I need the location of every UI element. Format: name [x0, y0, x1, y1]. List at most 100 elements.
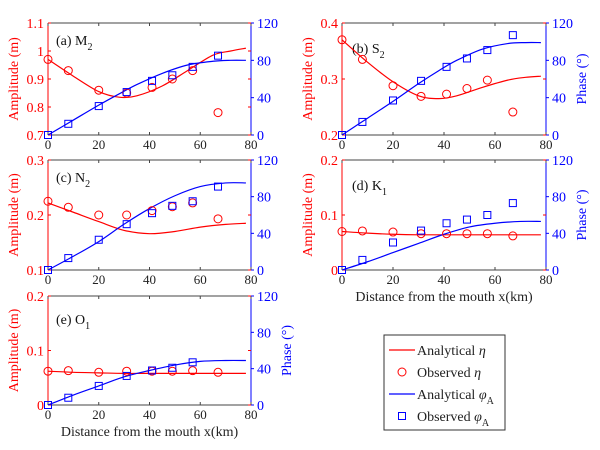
observed-amplitude-point [188, 366, 198, 376]
observed-amplitude-point [43, 196, 53, 206]
observed-phase-point [188, 358, 197, 367]
y2-tick-label: 120 [552, 17, 573, 32]
legend-label-text: Analytical [417, 344, 479, 359]
legend-circle-swatch [397, 367, 407, 377]
analytical-phase-line [47, 182, 246, 271]
observed-amplitude-point [122, 366, 132, 376]
legend-symbol: φ [479, 388, 487, 403]
observed-amplitude-point [94, 85, 104, 95]
observed-phase-point [64, 119, 73, 128]
y2-tick-label: 0 [257, 264, 264, 279]
observed-amplitude-point [462, 229, 472, 239]
x-tick-label: 0 [45, 272, 52, 287]
y2-tick-label: 40 [552, 92, 566, 107]
y-axis-label: Amplitude (m) [7, 37, 22, 121]
x-tick-label: 40 [143, 137, 156, 152]
y-tick-label: 1.1 [27, 17, 45, 32]
analytical-amplitude-line [47, 47, 247, 99]
legend-label-text: Analytical [417, 388, 479, 403]
observed-amplitude-point [357, 54, 367, 64]
legend-symbol-subscript: A [482, 418, 490, 429]
y-tick-label: 0.2 [321, 154, 339, 169]
x-tick-label: 80 [245, 407, 258, 422]
y2-tick-label: 120 [257, 290, 278, 305]
observed-phase-point [483, 46, 492, 55]
observed-phase-point [148, 366, 157, 375]
y2-tick-label: 120 [257, 154, 278, 169]
y-tick-label: 0.2 [321, 129, 339, 144]
x-tick-label: 80 [540, 137, 553, 152]
observed-phase-point [338, 131, 346, 139]
y-tick-label: 0 [37, 399, 44, 414]
panel-title: (e) O1 [56, 313, 90, 332]
observed-amplitude-point [462, 84, 472, 94]
x-tick-label: 0 [339, 272, 346, 287]
x-tick-label: 20 [92, 272, 105, 287]
y-tick-label: 0.3 [27, 154, 45, 169]
observed-phase-point [122, 220, 131, 229]
x-tick-label: 40 [438, 137, 451, 152]
observed-phase-point [508, 199, 517, 208]
analytical-phase-line [47, 359, 246, 406]
panel-title-subscript: 2 [88, 42, 93, 53]
observed-phase-point [168, 363, 177, 372]
y2-tick-label: 80 [257, 191, 271, 206]
observed-amplitude-point [94, 367, 104, 377]
observed-amplitude-point [337, 35, 347, 45]
y2-tick-label: 80 [257, 54, 271, 69]
observed-phase-point [214, 182, 223, 191]
panel-b: 0 20 40 60 80 0.2 0.3 0.4 0 40 80 120 Amplitude (m) P… [301, 17, 590, 152]
observed-amplitude-point [482, 75, 492, 85]
panel-title: (c) N2 [56, 171, 90, 190]
y2-tick-label: 0 [257, 129, 264, 144]
panel-title: (b) S2 [352, 42, 385, 61]
observed-amplitude-point [147, 82, 157, 92]
x-tick-label: 60 [489, 137, 502, 152]
observed-phase-point [389, 238, 397, 247]
observed-phase-point [168, 201, 177, 210]
observed-amplitude-point [442, 89, 452, 99]
observed-phase-point [122, 371, 131, 380]
observed-phase-point [442, 219, 451, 228]
panel-title-subscript: 2 [380, 50, 385, 61]
y-tick-label: 0.1 [321, 209, 339, 224]
x-tick-label: 40 [438, 272, 451, 287]
x-tick-label: 80 [540, 272, 553, 287]
observed-amplitude-point [43, 54, 53, 64]
observed-phase-point [417, 76, 426, 85]
panel-title-subscript: 1 [382, 187, 387, 198]
observed-amplitude-point [213, 214, 223, 224]
x-tick-label: 40 [143, 272, 156, 287]
observed-phase-point [462, 54, 471, 63]
panel-title-text: (d) K [352, 179, 382, 194]
observed-phase-point [44, 401, 52, 409]
y-tick-label: 0.2 [27, 290, 45, 305]
observed-phase-point [44, 131, 52, 139]
analytical-phase-line [341, 41, 541, 136]
observed-phase-point [44, 266, 52, 274]
observed-amplitude-point [213, 367, 223, 377]
y2-tick-label: 80 [257, 326, 271, 341]
observed-phase-point [94, 102, 103, 111]
y2-tick-label: 40 [257, 92, 271, 107]
x-tick-label: 60 [194, 137, 207, 152]
panel-title-subscript: 2 [85, 179, 90, 190]
observed-amplitude-point [337, 227, 347, 236]
x-tick-label: 60 [194, 407, 207, 422]
y-tick-label: 1 [37, 45, 44, 60]
y-tick-label: 0.1 [27, 345, 45, 360]
y2-tick-label: 120 [257, 17, 278, 32]
observed-phase-point [94, 235, 103, 244]
y2-axis-label: Phase (°) [280, 325, 295, 376]
y2-tick-label: 0 [552, 129, 559, 144]
panel-title-text: (a) M [56, 34, 88, 49]
observed-amplitude-point [63, 366, 73, 376]
observed-phase-point [64, 254, 73, 263]
observed-amplitude-point [388, 81, 398, 91]
y2-tick-label: 40 [257, 227, 271, 242]
observed-phase-point [148, 76, 157, 85]
